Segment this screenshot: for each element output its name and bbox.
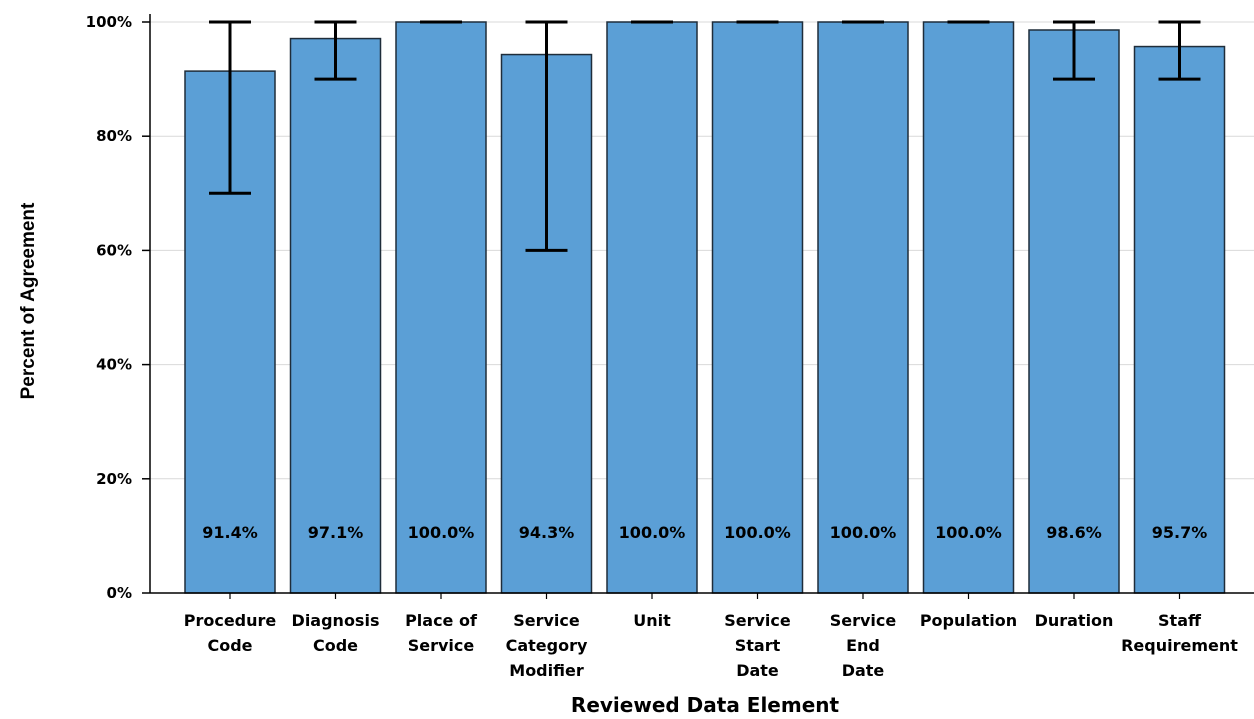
bar <box>711 21 804 594</box>
bar <box>1028 29 1120 594</box>
bar-value-label: 91.4% <box>202 523 258 542</box>
bar <box>922 21 1015 594</box>
bar-value-labels: 91.4% 97.1% 100.0% 94.3% 100.0% 100.0% 100.0% 1… <box>202 523 1207 542</box>
bar <box>817 21 909 594</box>
error-bar <box>1158 20 1201 81</box>
x-category-label: Service End Date <box>830 611 897 680</box>
error-bar <box>209 20 251 195</box>
y-tick-label: 40% <box>96 356 132 374</box>
bar-value-label: 100.0% <box>830 523 897 542</box>
bar <box>395 21 487 594</box>
axes <box>149 14 1254 594</box>
x-category-label: Service Category Modifier <box>506 611 588 680</box>
bars <box>184 21 1226 594</box>
bar-value-label: 100.0% <box>619 523 686 542</box>
x-category-label: Duration <box>1035 611 1114 630</box>
bar-value-label: 100.0% <box>408 523 475 542</box>
bar-value-label: 100.0% <box>935 523 1002 542</box>
x-category-label: Staff Requirement <box>1121 611 1238 655</box>
y-tick-label: 80% <box>96 127 132 145</box>
y-tick-label: 60% <box>96 241 132 259</box>
x-category-label: Service Start Date <box>724 611 791 680</box>
bar <box>606 21 698 594</box>
bar <box>1133 45 1226 594</box>
bar-value-label: 97.1% <box>308 523 364 542</box>
y-tick-label: 0% <box>107 584 132 602</box>
x-axis-title: Reviewed Data Element <box>571 693 840 717</box>
bar-value-label: 98.6% <box>1046 523 1102 542</box>
x-category-label: Place of Service <box>405 611 478 655</box>
y-axis-title: Percent of Agreement <box>18 202 39 399</box>
error-bar <box>314 20 357 81</box>
bar-value-label: 100.0% <box>724 523 791 542</box>
y-tick-labels: 0% 20% 40% 60% 80% 100% <box>86 13 150 602</box>
x-category-label: Population <box>920 611 1017 630</box>
bar <box>289 37 382 594</box>
y-tick-label: 100% <box>86 13 132 31</box>
x-category-label: Diagnosis Code <box>292 611 380 655</box>
error-bar <box>1053 20 1095 81</box>
y-tick-label: 20% <box>96 470 132 488</box>
x-category-label: Procedure Code <box>184 611 277 655</box>
error-bar <box>525 20 568 252</box>
bar-value-label: 94.3% <box>519 523 575 542</box>
bar-value-label: 95.7% <box>1152 523 1208 542</box>
error-bars <box>209 20 1201 252</box>
x-category-label: Unit <box>633 611 671 630</box>
x-category-labels: Procedure Code Diagnosis Code Place of Servic… <box>184 593 1238 680</box>
